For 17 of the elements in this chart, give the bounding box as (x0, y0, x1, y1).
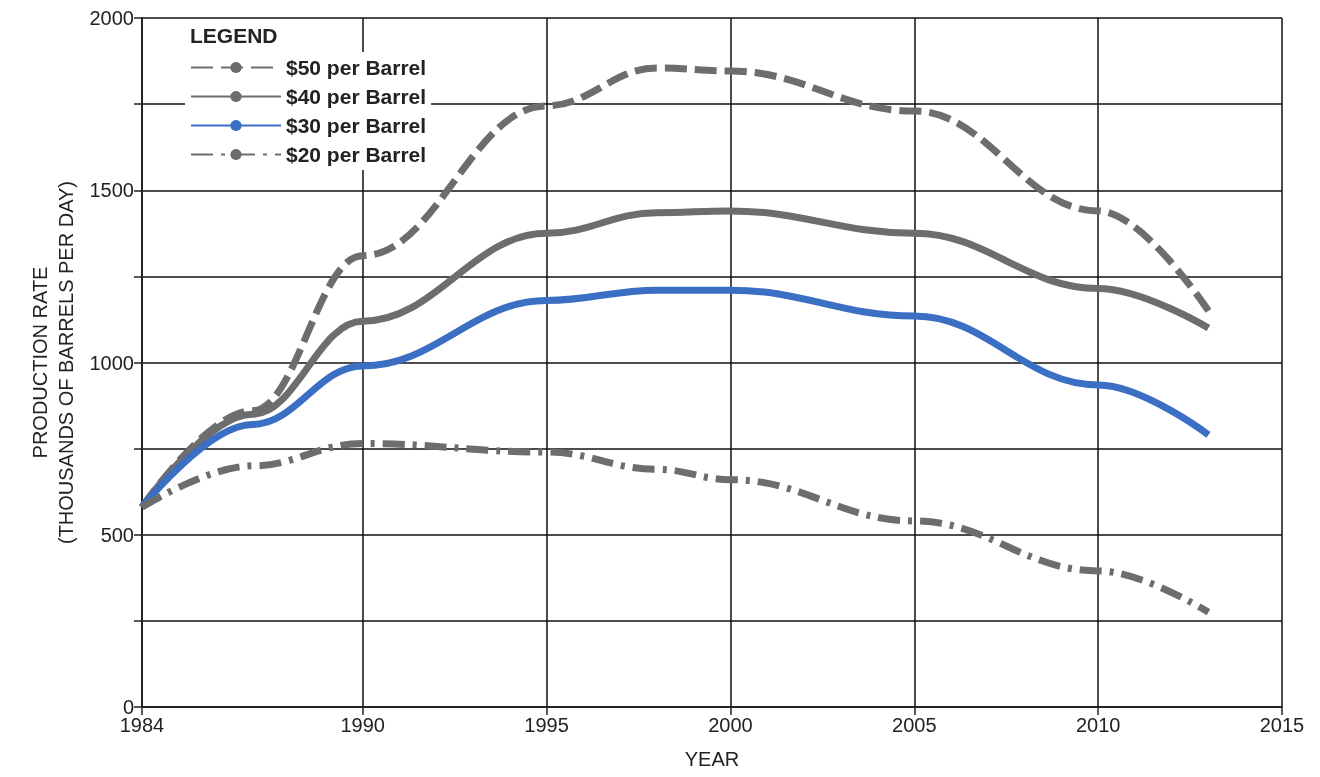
x-axis-title: YEAR (684, 748, 740, 770)
x-tick-label: 1990 (340, 714, 385, 736)
x-tick-label: 2000 (708, 714, 753, 736)
x-tick-label: 2010 (1075, 714, 1121, 736)
y-tick-label: 500 (100, 523, 134, 546)
legend-label: $50 per Barrel (286, 56, 427, 79)
legend-label: $40 per Barrel (286, 85, 427, 108)
x-tick-label: 2015 (1259, 714, 1305, 736)
y-axis-title: PRODUCTION RATE (THOUSANDS OF BARRELS PER DAY) (28, 180, 77, 545)
x-tick-label: 1995 (524, 714, 569, 736)
legend-label: $20 per Barrel (286, 143, 427, 166)
legend-title: LEGEND (190, 24, 278, 47)
y-tick-label: 2000 (89, 7, 134, 29)
x-tick-label: 2005 (892, 714, 937, 736)
y-tick-label: 1500 (89, 179, 134, 202)
legend-label: $30 per Barrel (286, 114, 427, 137)
y-tick-label: 1000 (89, 351, 134, 374)
